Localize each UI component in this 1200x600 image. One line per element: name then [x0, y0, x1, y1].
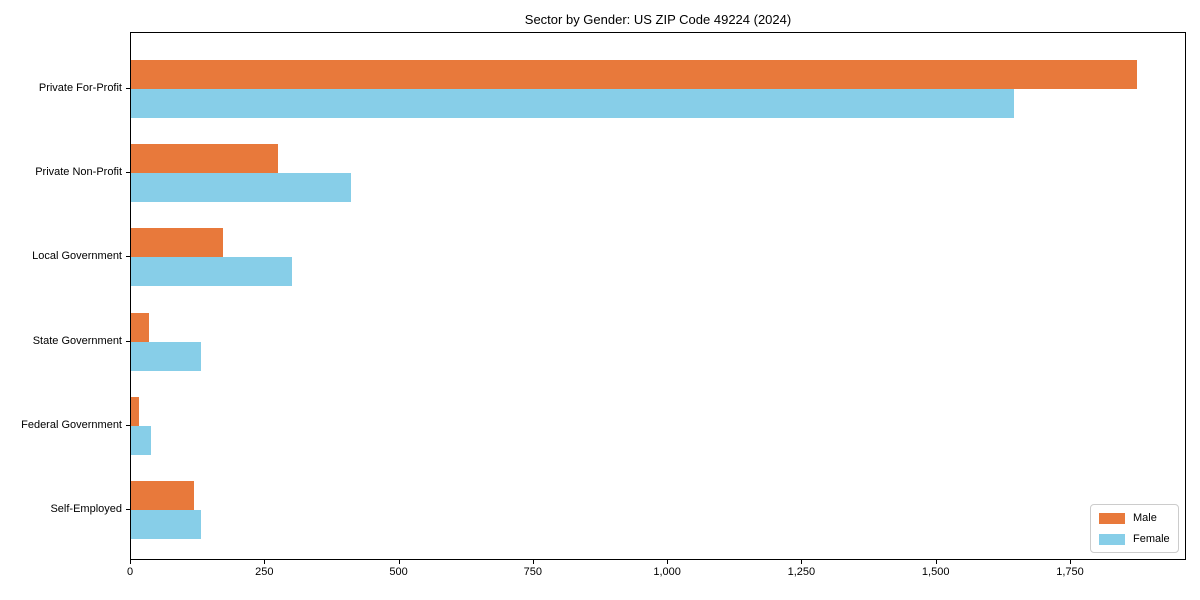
bar-male-self-employed — [131, 481, 194, 510]
x-tick-mark — [801, 560, 803, 564]
bar-female-private-non-profit — [131, 173, 351, 203]
bar-female-federal-government — [131, 425, 151, 455]
y-tick-label-local-government: Local Government — [32, 250, 122, 263]
y-tick-label-private-for-profit: Private For-Profit — [38, 82, 122, 94]
legend-label-male: Male — [1133, 512, 1157, 524]
x-tick-label-1500: 1,500 — [921, 566, 950, 578]
legend-item-female: Female — [1099, 533, 1170, 545]
y-tick-mark — [126, 509, 130, 510]
y-tick-mark — [126, 340, 130, 342]
female-series-swatch — [1099, 533, 1125, 545]
bar-male-private-non-profit — [131, 144, 279, 174]
bar-female-self-employed — [131, 510, 202, 539]
legend: Male Female — [1090, 504, 1179, 553]
x-tick-mark — [935, 560, 937, 564]
bar-male-state-government — [131, 312, 150, 342]
chart-title: Sector by Gender: US ZIP Code 49224 (202… — [524, 12, 792, 27]
plot-area — [130, 32, 1186, 560]
y-tick-mark — [126, 424, 130, 426]
y-tick-label-federal-government: Federal Government — [21, 418, 122, 431]
x-tick-label-1250: 1,250 — [787, 566, 816, 578]
bar-male-local-government — [131, 228, 223, 258]
bar-male-federal-government — [131, 396, 139, 426]
x-tick-mark — [1070, 560, 1071, 564]
x-tick-label-250: 250 — [255, 566, 274, 578]
male-series-swatch — [1099, 512, 1125, 524]
y-tick-label-self-employed: Self-Employed — [50, 503, 122, 515]
bar-female-private-for-profit — [131, 89, 1014, 118]
x-tick-label-750: 750 — [523, 566, 542, 578]
x-tick-mark — [130, 560, 131, 564]
bar-male-private-for-profit — [131, 60, 1137, 89]
x-tick-label-500: 500 — [389, 566, 408, 578]
y-tick-mark — [126, 256, 130, 258]
x-tick-mark — [667, 560, 669, 564]
legend-label-female: Female — [1133, 533, 1170, 545]
y-tick-mark — [126, 88, 130, 89]
bar-female-local-government — [131, 257, 292, 287]
x-tick-label-1750: 1,750 — [1056, 566, 1084, 578]
y-tick-label-state-government: State Government — [32, 334, 122, 347]
legend-item-male: Male — [1099, 512, 1170, 524]
x-tick-mark — [532, 560, 534, 564]
x-tick-mark — [264, 560, 266, 564]
x-tick-label-1000: 1,000 — [653, 566, 681, 578]
x-tick-mark — [398, 560, 400, 564]
x-tick-label-0: 0 — [126, 566, 134, 578]
y-tick-mark — [126, 172, 130, 174]
bar-female-state-government — [131, 341, 201, 371]
y-tick-label-private-non-profit: Private Non-Profit — [35, 166, 122, 179]
